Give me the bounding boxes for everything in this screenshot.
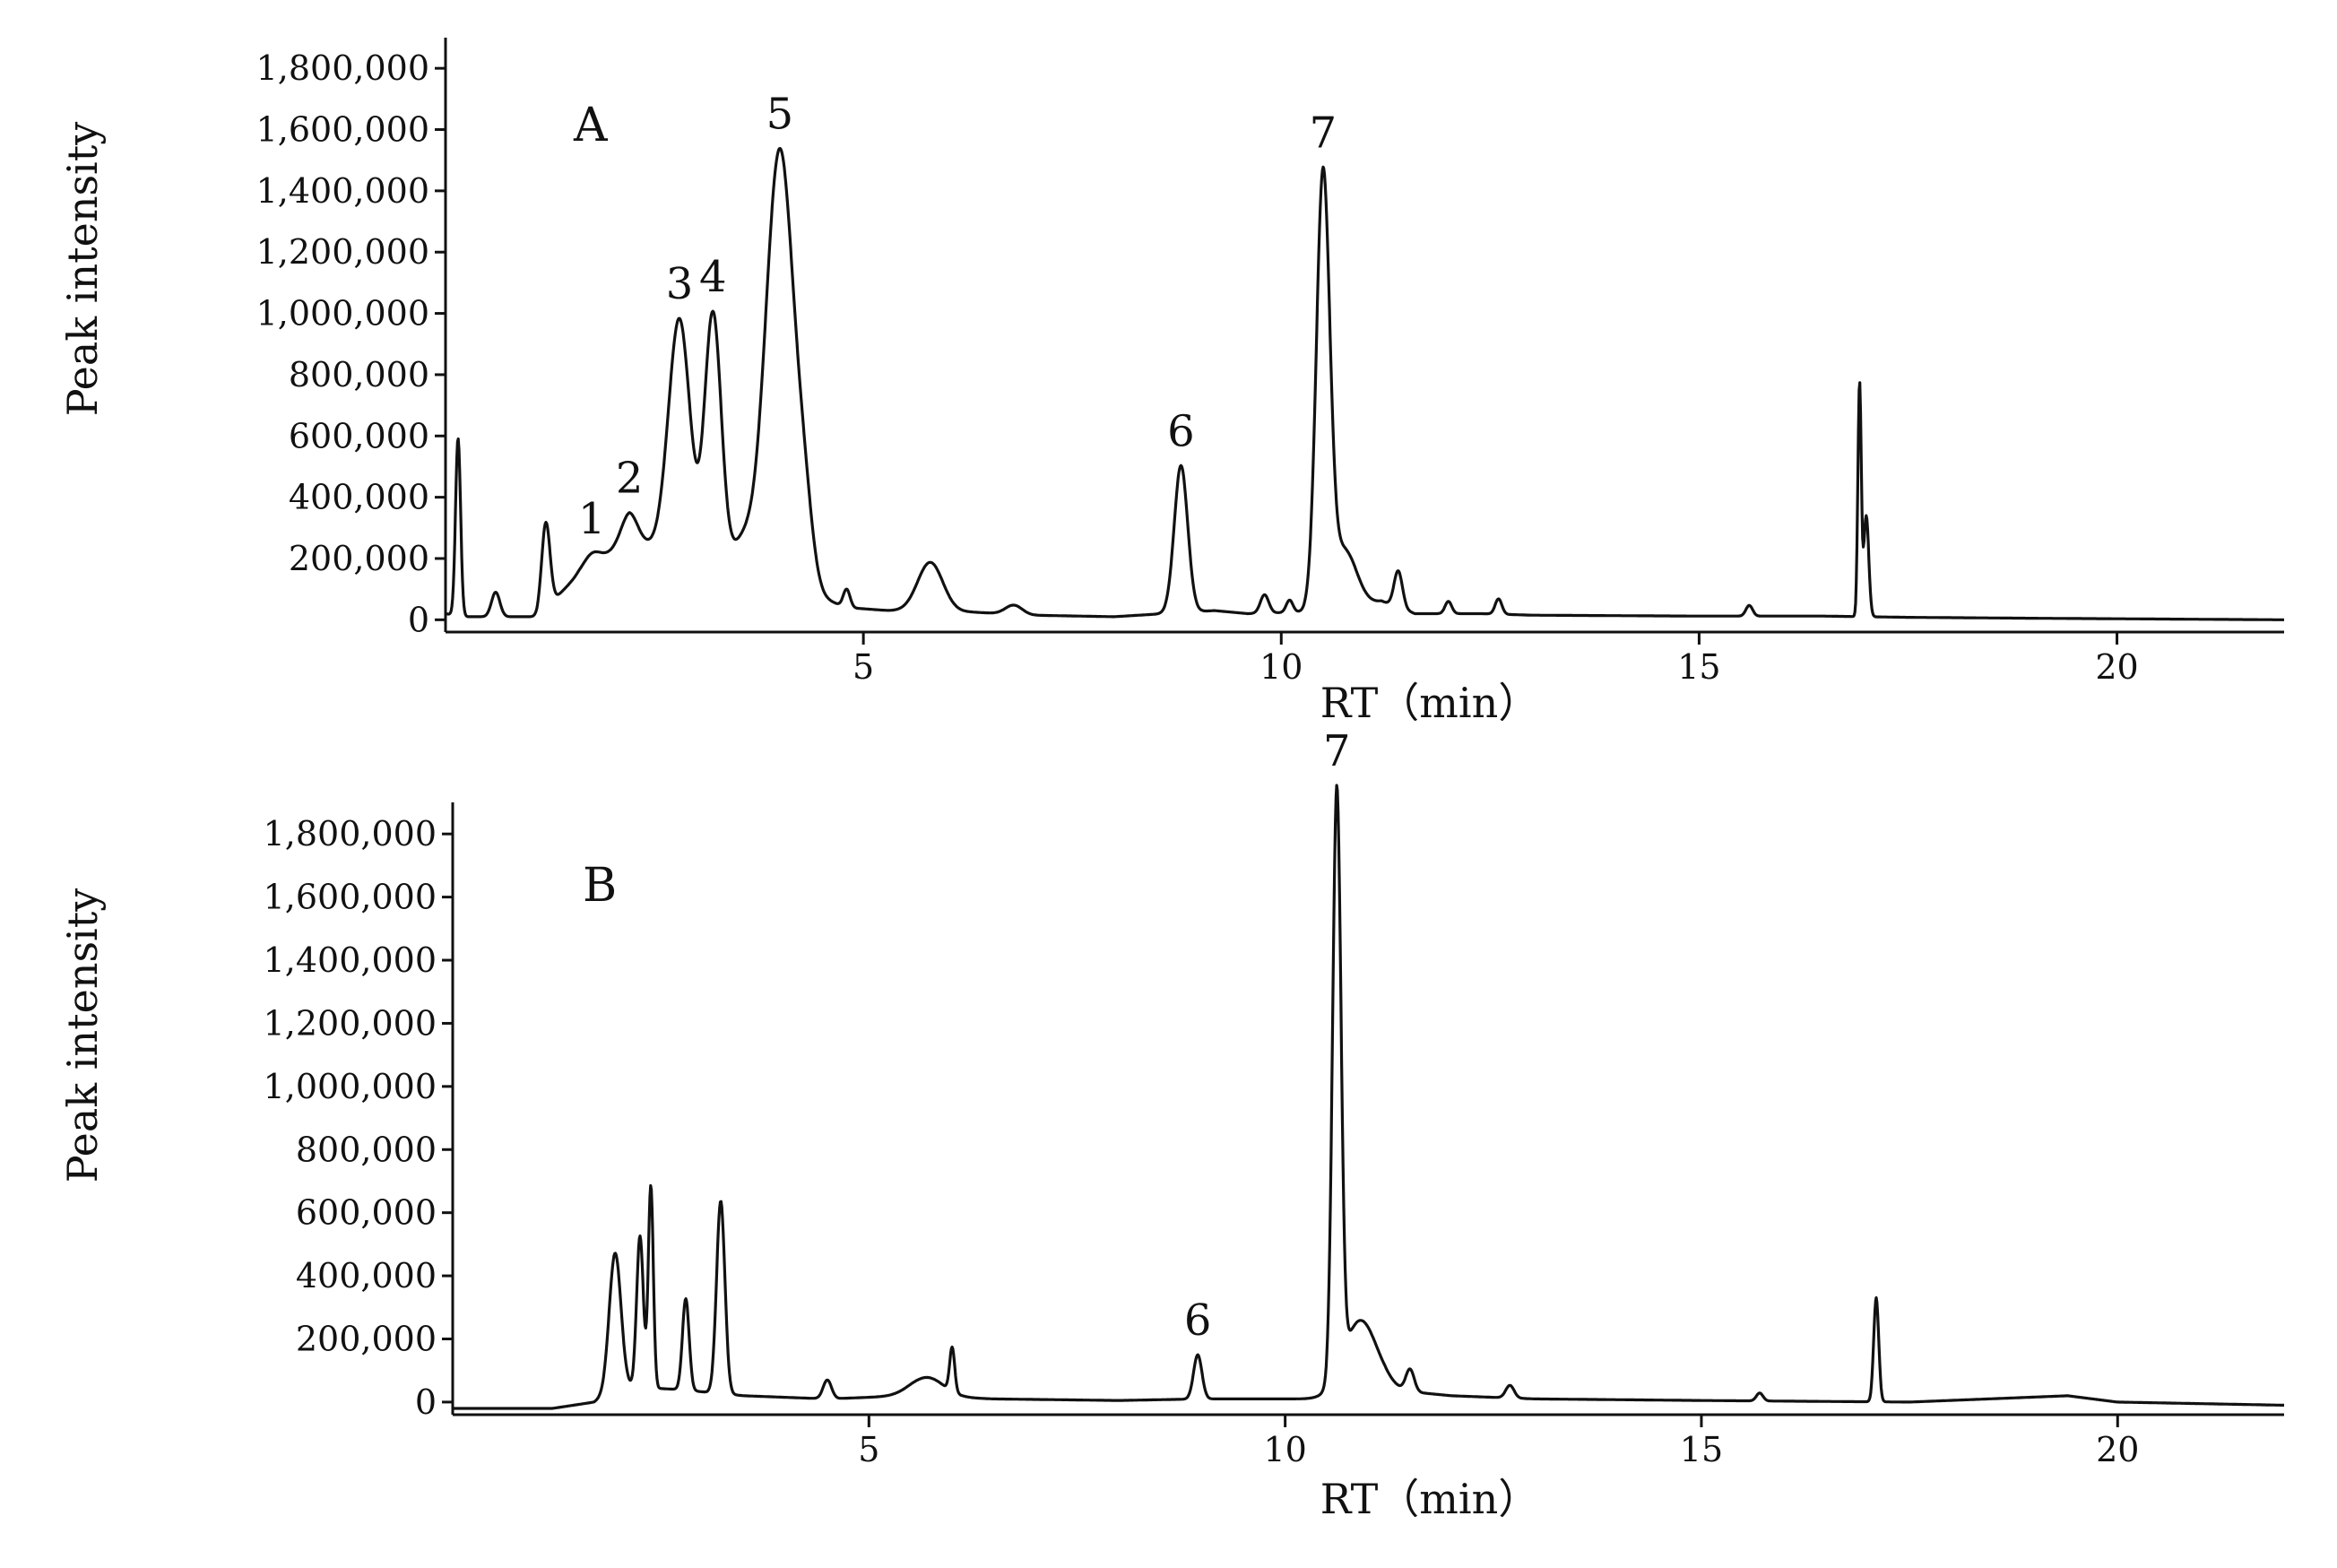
panel-b-x-axis-title: RT（min）: [1320, 1475, 1539, 1523]
peak-label-4: 4: [699, 252, 727, 302]
y-tick-label: 800,000: [296, 1130, 437, 1169]
panel-b: B Peak intensity RT（min） 0 200,000 400,000…: [58, 726, 2285, 1523]
y-tick-label: 200,000: [296, 1320, 437, 1359]
chromatogram-trace: [445, 146, 2285, 621]
y-tick-label: 800,000: [289, 355, 429, 394]
x-tick-label: 20: [2095, 647, 2138, 687]
peak-label-7: 7: [1310, 108, 1337, 158]
y-tick-label: 1,800,000: [256, 48, 429, 88]
panel-a-x-axis-title: RT（min）: [1320, 679, 1539, 727]
panel-b-label: B: [583, 859, 617, 913]
y-tick-label: 1,400,000: [264, 940, 437, 980]
peak-label-2: 2: [616, 454, 644, 504]
panel-b-ticks: 0 200,000 400,000 600,000 800,000 1,000,000 1,…: [264, 802, 2284, 1469]
y-tick-label: 1,600,000: [256, 110, 429, 150]
x-tick-label: 15: [1680, 1430, 1723, 1469]
panel-b-y-axis-title: Peak intensity: [58, 888, 107, 1183]
y-tick-label: 0: [408, 600, 429, 639]
panel-a-label: A: [573, 99, 609, 152]
x-tick-label: 20: [2096, 1430, 2139, 1469]
peak-label-7: 7: [1323, 726, 1351, 776]
y-tick-label: 600,000: [289, 416, 429, 455]
y-tick-label: 1,200,000: [264, 1003, 437, 1043]
panel-b-trace: [452, 784, 2285, 1410]
y-tick-label: 1,800,000: [264, 814, 437, 853]
peak-label-3: 3: [666, 259, 694, 309]
x-tick-label: 10: [1259, 647, 1303, 687]
peak-label-6: 6: [1184, 1295, 1212, 1346]
panel-a-trace: [445, 146, 2285, 621]
chromatogram-trace: [452, 784, 2285, 1410]
y-tick-label: 1,000,000: [264, 1067, 437, 1106]
panel-a-y-axis-title: Peak intensity: [58, 122, 107, 417]
y-tick-label: 1,400,000: [256, 171, 429, 211]
y-tick-label: 0: [415, 1382, 437, 1422]
x-tick-label: 5: [853, 647, 874, 687]
y-tick-label: 400,000: [289, 478, 429, 517]
y-tick-label: 1,000,000: [256, 294, 429, 334]
x-tick-label: 15: [1677, 647, 1720, 687]
panel-a-ticks: 0 200,000 400,000 600,000 800,000 1,000,000 1,…: [256, 38, 2284, 687]
x-tick-label: 10: [1263, 1430, 1306, 1469]
x-tick-label: 5: [858, 1430, 879, 1469]
y-tick-label: 600,000: [296, 1193, 437, 1233]
peak-label-5: 5: [766, 89, 794, 139]
y-tick-label: 1,600,000: [264, 878, 437, 917]
panel-b-peak-labels: 67: [1184, 726, 1351, 1346]
y-tick-label: 400,000: [296, 1256, 437, 1295]
peak-label-6: 6: [1167, 406, 1195, 456]
panel-a: A Peak intensity RT（min） 0 200,000 400,000…: [58, 38, 2285, 727]
peak-label-1: 1: [578, 494, 606, 544]
y-tick-label: 1,200,000: [256, 232, 429, 272]
y-tick-label: 200,000: [289, 539, 429, 578]
